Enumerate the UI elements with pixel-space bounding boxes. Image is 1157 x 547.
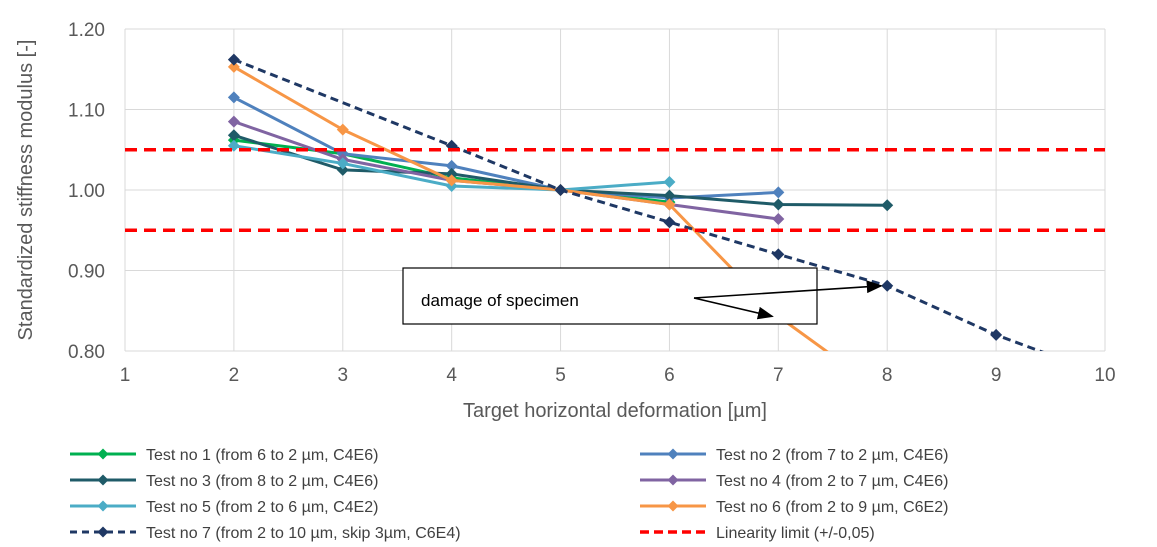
- data-point: [990, 434, 1002, 446]
- x-tick-label: 2: [229, 365, 240, 386]
- legend-label: Test no 6 (from 2 to 9 µm, C6E2): [716, 499, 948, 516]
- data-point: [663, 175, 676, 188]
- series-6: [227, 60, 1002, 446]
- legend-marker: [97, 526, 109, 538]
- data-point: [554, 184, 567, 196]
- data-point: [227, 115, 240, 128]
- legend-marker: [667, 474, 679, 486]
- legend-item: Test no 5 (from 2 to 6 µm, C4E2): [70, 499, 378, 516]
- x-tick-label: 1: [120, 365, 131, 386]
- data-point: [227, 60, 240, 73]
- series-group: [125, 53, 1105, 446]
- data-point: [336, 163, 349, 176]
- data-point: [336, 157, 349, 170]
- data-point: [881, 199, 894, 212]
- y-tick-label: 0.80: [68, 342, 105, 363]
- x-tick-label: 6: [664, 365, 675, 386]
- gridlines: [124, 28, 1106, 352]
- series-4: [227, 115, 785, 225]
- data-point: [881, 279, 894, 292]
- series-line: [233, 65, 829, 351]
- annotation-arrow: [693, 280, 883, 299]
- legend-label: Test no 5 (from 2 to 6 µm, C4E2): [146, 499, 378, 516]
- data-point: [990, 328, 1003, 341]
- annotation-box: [402, 267, 818, 325]
- x-tick-label: 9: [991, 365, 1002, 386]
- series-line: [233, 58, 1044, 351]
- legend-label: Test no 4 (from 2 to 7 µm, C4E6): [716, 473, 948, 490]
- legend: Test no 1 (from 6 to 2 µm, C4E6) Test no …: [70, 447, 948, 542]
- data-point: [663, 216, 676, 229]
- annotation: damage of specimen: [402, 267, 883, 325]
- data-point: [772, 186, 785, 199]
- axes: 1 2 3 4 5 6 7 8 9 10 0.80 0.90 1.00 1.10 1.20: [68, 20, 1116, 386]
- data-point: [772, 248, 785, 261]
- y-tick-label: 1.10: [68, 101, 105, 122]
- data-point: [227, 91, 240, 104]
- x-tick-label: 3: [337, 365, 348, 386]
- data-point: [227, 129, 240, 142]
- legend-marker: [97, 448, 109, 460]
- legend-label: Linearity limit (+/-0,05): [716, 525, 875, 542]
- x-tick-label: 10: [1094, 365, 1115, 386]
- legend-item: Linearity limit (+/-0,05): [640, 525, 875, 542]
- y-axis-label: Standardized stiffness modulus [-]: [15, 40, 37, 341]
- data-point: [772, 212, 785, 225]
- x-tick-label: 4: [446, 365, 457, 386]
- x-axis-label: Target horizontal deformation [µm]: [463, 400, 767, 422]
- legend-label: Test no 2 (from 7 to 2 µm, C4E6): [716, 447, 948, 464]
- data-point: [663, 189, 676, 202]
- legend-label: Test no 1 (from 6 to 2 µm, C4E6): [146, 447, 378, 464]
- y-tick-label: 1.20: [68, 20, 105, 41]
- legend-marker: [667, 448, 679, 460]
- data-point: [445, 174, 458, 187]
- series-line: [233, 120, 779, 221]
- data-point: [445, 159, 458, 172]
- data-point: [227, 53, 240, 66]
- x-tick-label: 7: [773, 365, 784, 386]
- data-point: [881, 389, 893, 401]
- x-tick-label: 8: [882, 365, 893, 386]
- y-tick-label: 1.00: [68, 181, 105, 202]
- legend-item: Test no 4 (from 2 to 7 µm, C4E6): [640, 473, 948, 490]
- series-8: [125, 148, 1105, 232]
- legend-item: Test no 7 (from 2 to 10 µm, skip 3µm, C6…: [70, 525, 461, 542]
- legend-label: Test no 3 (from 8 to 2 µm, C4E6): [146, 473, 378, 490]
- annotation-text: damage of specimen: [421, 291, 579, 310]
- data-point: [445, 167, 458, 180]
- x-tick-label: 5: [555, 365, 566, 386]
- legend-item: Test no 1 (from 6 to 2 µm, C4E6): [70, 447, 378, 464]
- data-point: [336, 123, 349, 136]
- annotation-arrow: [693, 297, 774, 320]
- legend-item: Test no 6 (from 2 to 9 µm, C6E2): [640, 499, 948, 516]
- legend-item: Test no 3 (from 8 to 2 µm, C4E6): [70, 473, 378, 490]
- legend-item: Test no 2 (from 7 to 2 µm, C4E6): [640, 447, 948, 464]
- data-point: [772, 198, 785, 211]
- y-tick-label: 0.90: [68, 262, 105, 283]
- data-point: [663, 198, 676, 211]
- legend-marker: [97, 500, 109, 512]
- legend-marker: [97, 474, 109, 486]
- legend-marker: [667, 500, 679, 512]
- legend-label: Test no 7 (from 2 to 10 µm, skip 3µm, C6…: [146, 525, 461, 542]
